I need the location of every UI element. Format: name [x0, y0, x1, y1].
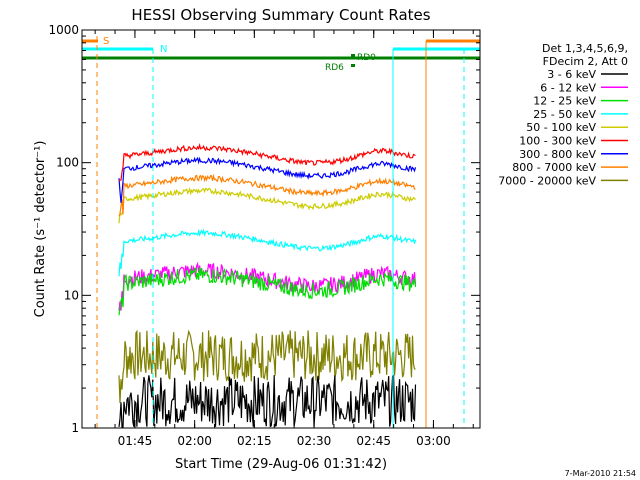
flag-rd6-label: RD6: [325, 63, 344, 73]
legend: Det 1,3,4,5,6,9,FDecim 2, Att 03 - 6 keV…: [498, 42, 628, 187]
legend-entry-label: 7000 - 20000 keV: [498, 174, 596, 187]
x-axis-label: Start Time (29-Aug-06 01:31:42): [175, 457, 387, 472]
legend-entry-label: 800 - 7000 keV: [512, 161, 596, 174]
series-line-7000-20000-keV: [118, 329, 416, 404]
flag-n-label: N: [160, 44, 167, 55]
y-tick-label: 1: [71, 421, 79, 435]
flag-s-label: S: [103, 36, 109, 47]
series-line-6-12-keV: [118, 261, 417, 311]
y-tick-label: 10: [64, 288, 79, 302]
legend-header: Det 1,3,4,5,6,9,: [542, 42, 628, 55]
legend-entry-label: 25 - 50 keV: [533, 108, 596, 121]
x-tick-label: 02:30: [297, 434, 332, 448]
legend-entry-label: 6 - 12 keV: [540, 81, 596, 94]
x-tick-label: 03:00: [416, 434, 451, 448]
series-line-800-7000-keV: [118, 173, 416, 217]
series-layer: [118, 143, 417, 428]
legend-entry-label: 100 - 300 keV: [519, 135, 596, 148]
flag-layer: S N RD0 RD6: [82, 36, 480, 73]
flag-rd0-marker: [351, 54, 355, 57]
series-line-50-100-keV: [118, 186, 416, 224]
series-line-25-50-keV: [118, 228, 417, 277]
flag-rd6-marker: [351, 64, 355, 67]
vline-layer: [96, 36, 465, 428]
series-line-100-300-keV: [118, 143, 416, 182]
x-tick-label: 02:45: [356, 434, 391, 448]
axis-layer: 01:45 02:00 02:15 02:30 02:45 03:00 1 10 100 1000: [48, 23, 480, 448]
y-tick-label: 1000: [48, 23, 79, 37]
y-axis-label: Count Rate (s⁻¹ detector⁻¹): [33, 141, 48, 318]
legend-entry-label: 3 - 6 keV: [547, 68, 596, 81]
series-line-3-6-keV: [118, 374, 417, 428]
x-tick-label: 01:45: [118, 434, 153, 448]
footer-timestamp: 7-Mar-2010 21:54: [565, 469, 636, 478]
legend-entry-label: 50 - 100 keV: [526, 121, 596, 134]
flag-rd0-label: RD0: [357, 53, 376, 63]
legend-header: FDecim 2, Att 0: [543, 55, 628, 68]
series-line-300-800-keV: [118, 156, 417, 203]
series-line-12-25-keV: [118, 267, 417, 316]
chart-title: HESSI Observing Summary Count Rates: [131, 6, 430, 24]
legend-entry-label: 12 - 25 keV: [533, 95, 596, 108]
x-tick-label: 02:00: [177, 434, 212, 448]
legend-entry-label: 300 - 800 keV: [519, 148, 596, 161]
plot-frame: [81, 29, 481, 429]
x-tick-label: 02:15: [237, 434, 272, 448]
y-tick-label: 100: [56, 156, 79, 170]
